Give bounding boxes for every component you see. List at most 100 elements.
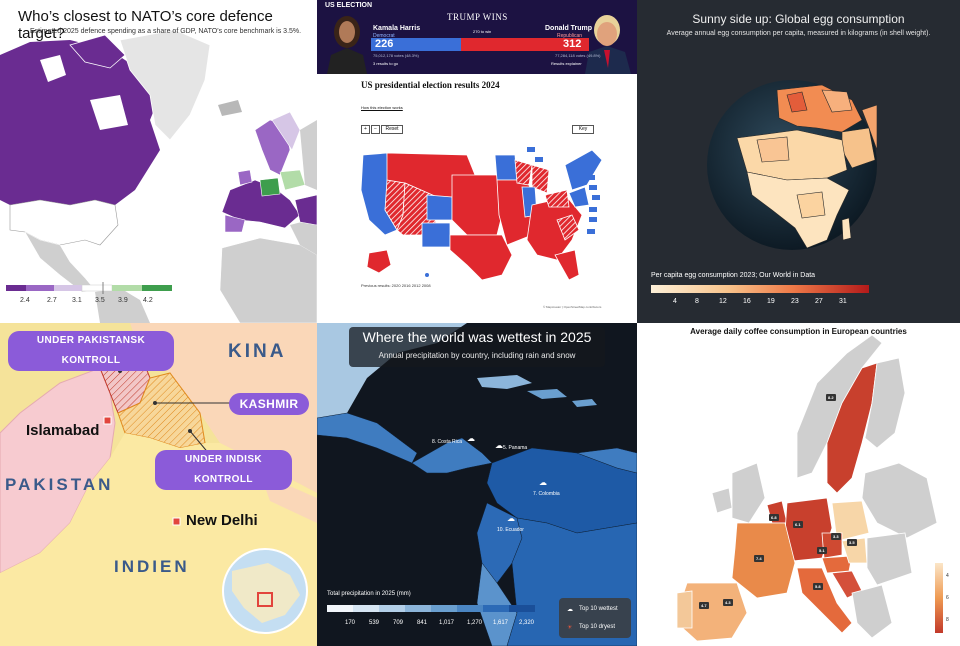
value-label-germany: 6.1	[793, 521, 803, 528]
egg-legend-tick: 31	[839, 298, 847, 305]
coffee-legend-tick: 4	[946, 573, 949, 579]
zoom-in-button[interactable]: +	[361, 125, 370, 134]
key-wettest: Top 10 wettest	[579, 606, 618, 612]
rain-cloud-icon: ☁	[539, 478, 547, 487]
election-panel: US ELECTION TRUMP WINS Kamala Harris Dem…	[317, 0, 637, 323]
value-label-sweden: 8.2	[826, 394, 836, 401]
key-button[interactable]: Key	[572, 125, 594, 134]
map-credit: © Mapcreator | OpenStreetMap contributor…	[543, 305, 602, 309]
inset-locator-box	[257, 592, 273, 607]
country-label-panama: 5. Panama	[503, 445, 528, 451]
legend-swatch	[81, 284, 113, 292]
egg-consumption-panel: Sunny side up: Global egg consumption Av…	[637, 0, 960, 323]
rain-legend-tick: 1,270	[467, 620, 483, 626]
zoom-out-button[interactable]: −	[371, 125, 380, 134]
value-label-netherlands: 6.8	[769, 514, 779, 521]
results-explainer-link[interactable]: Results explainer	[551, 61, 582, 66]
legend-tick: 4.2	[143, 297, 153, 304]
rain-cloud-icon: ☁	[495, 441, 503, 450]
rain-legend-title: Total precipitation in 2025 (mm)	[327, 591, 411, 597]
rain-legend-tick: 1,617	[493, 620, 509, 626]
legend-tick: 3.5	[95, 297, 105, 304]
nato-title: Who’s closest to NATO’s core defence tar…	[18, 8, 273, 42]
cloud-icon: ☁	[567, 607, 573, 613]
rain-legend-tick: 170	[345, 620, 356, 626]
election-banner	[317, 0, 637, 74]
dem-vote-bar	[371, 38, 461, 51]
key-driest: Top 10 dryest	[579, 624, 616, 630]
india-label: INDIEN	[114, 557, 190, 576]
previous-results-links[interactable]: Previous results: 2020 2016 2012 2008	[361, 283, 431, 288]
value-label-italy: 5.8	[813, 583, 823, 590]
candidate-portraits	[327, 15, 631, 74]
rain-legend-tick: 2,320	[519, 620, 535, 626]
islamabad-marker	[103, 416, 112, 425]
legend-swatch	[112, 285, 142, 291]
egg-legend-tick: 12	[719, 298, 727, 305]
right-electoral-votes: 312	[563, 38, 582, 50]
rain-cloud-icon: ☁	[467, 434, 475, 443]
left-candidate-name: Kamala Harris	[373, 25, 421, 32]
egg-legend-tick: 27	[815, 298, 823, 305]
reset-button[interactable]: Reset	[381, 125, 403, 134]
rain-title-box	[349, 327, 605, 367]
new-delhi-marker	[172, 517, 181, 526]
india-controlled-label: UNDER INDISK KONTROLL	[155, 450, 292, 490]
globe-map	[651, 80, 878, 293]
sun-icon: ☀	[567, 625, 573, 631]
egg-legend-bar	[651, 285, 869, 293]
coffee-legend-bar	[935, 563, 943, 633]
legend-tick: 3.1	[72, 297, 82, 304]
winner-headline: TRUMP WINS	[447, 12, 508, 22]
egg-legend-title: Per capita egg consumption 2023; Our Wor…	[651, 272, 816, 279]
pakistan-controlled-label: UNDER PAKISTANSK KONTROLL	[8, 331, 174, 371]
legend-tick: 3.9	[118, 297, 128, 304]
rain-key-box	[559, 598, 631, 638]
rep-vote-bar	[461, 38, 589, 51]
left-popular-votes: 75,012,178 votes (48.3%)	[373, 53, 419, 58]
us-results-map	[360, 147, 603, 281]
egg-legend-tick: 4	[673, 298, 677, 305]
right-popular-votes: 77,284,118 votes (49.8%)	[555, 53, 601, 58]
nato-subtitle: Estimated 2025 defence spending as a sha…	[30, 28, 302, 35]
left-electoral-votes: 226	[375, 38, 394, 50]
value-label-france: 7.4	[754, 555, 764, 562]
egg-legend-tick: 23	[791, 298, 799, 305]
egg-title: Sunny side up: Global egg consumption	[692, 12, 905, 26]
value-label-czechia: 5.1	[817, 547, 827, 554]
right-candidate-name: Donald Trump	[545, 25, 593, 32]
new-delhi-label: New Delhi	[186, 512, 258, 529]
egg-legend-tick: 19	[767, 298, 775, 305]
kashmir-panel: UNDER PAKISTANSK KONTROLL KASHMIR UNDER …	[0, 323, 317, 646]
country-label-colombia: 7. Colombia	[533, 491, 560, 497]
value-label-poland: 3.3	[831, 533, 841, 540]
value-label-portugal: 4.7	[699, 602, 709, 609]
rain-title: Where the world was wettest in 2025	[362, 329, 592, 345]
results-to-go-link[interactable]: 3 results to go	[373, 61, 399, 66]
rain-legend-tick: 709	[393, 620, 404, 626]
nato-map-graphic	[0, 0, 317, 323]
rain-cloud-icon: ☁	[507, 514, 515, 523]
left-candidate-party: Democrat	[373, 33, 395, 39]
map-title: US presidential election results 2024	[361, 80, 500, 90]
legend-swatch	[6, 285, 26, 291]
egg-subtitle: Average annual egg consumption per capit…	[666, 30, 931, 37]
election-tag: US ELECTION	[325, 2, 373, 9]
country-label-costa-rica: 8. Costa Rica	[432, 439, 463, 445]
legend-swatch	[26, 285, 54, 291]
coffee-panel: Average daily coffee consumption in Euro…	[637, 323, 960, 646]
legend-swatch	[54, 285, 82, 291]
china-label: KINA	[228, 341, 287, 362]
value-label-spain: 4.3	[723, 599, 733, 606]
rain-legend-tick: 1,017	[439, 620, 455, 626]
legend-swatch	[142, 285, 172, 291]
rain-legend-tick: 539	[369, 620, 380, 626]
rain-subtitle: Annual precipitation by country, includi…	[378, 351, 576, 360]
kashmir-label: KASHMIR	[229, 393, 309, 415]
value-label-slovakia: 3.5	[847, 539, 857, 546]
rain-legend-tick: 841	[417, 620, 428, 626]
nato-map-panel: Who’s closest to NATO’s core defence tar…	[0, 0, 317, 323]
egg-legend-tick: 8	[695, 298, 699, 305]
how-election-works-link[interactable]: How this election works	[361, 105, 403, 110]
